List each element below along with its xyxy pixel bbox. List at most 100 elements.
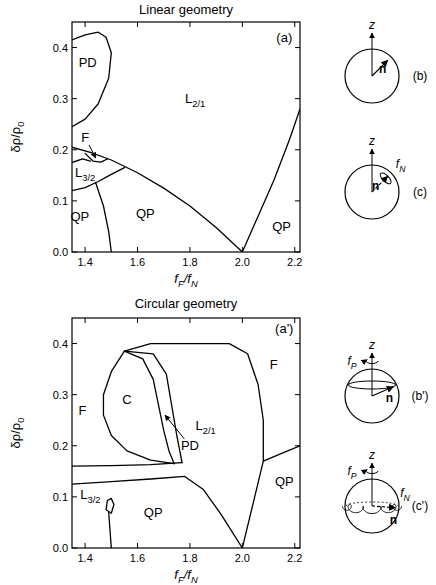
y-tick (72, 343, 77, 344)
region-label: QP (136, 206, 155, 221)
n-label: n (372, 179, 379, 193)
x-tick-label: 2.0 (235, 256, 250, 268)
region-label-part: 2/1 (192, 99, 205, 109)
region-label-part: 3/2 (82, 173, 95, 183)
phase-boundary (103, 351, 174, 463)
fn-label-part: N (399, 164, 406, 174)
y-axis-label-part: δρ/ρ (8, 127, 23, 153)
fp-label: fP (347, 464, 356, 481)
x-tick (85, 22, 86, 27)
annotation-arrow (89, 145, 95, 158)
x-tick (85, 543, 86, 548)
chart-title: Linear geometry (139, 2, 233, 17)
y-axis-label-part: 0 (16, 418, 26, 423)
y-tick-label: 0.1 (53, 195, 68, 207)
y-tick (295, 200, 300, 201)
region-label-part: 3/2 (87, 495, 100, 505)
x-tick (242, 22, 243, 27)
region-label-part: L (185, 91, 192, 106)
region-label: L2/1 (185, 91, 205, 109)
z-label-part: z (368, 134, 375, 148)
y-tick-label: 0.1 (53, 491, 68, 503)
plot-frame (72, 22, 300, 252)
region-label: QP (144, 505, 163, 520)
precession-circle (348, 381, 395, 389)
z-label: z (368, 338, 375, 352)
phase-boundary (72, 463, 182, 467)
x-tick (294, 247, 295, 252)
precession-arrow (366, 360, 378, 364)
x-tick (137, 22, 138, 27)
sphere-diagram: z(b)n (345, 18, 427, 103)
chart-line: Linear geometry1.41.61.82.02.20.00.10.20… (8, 2, 302, 289)
region-label: L2/1 (196, 418, 216, 436)
x-tick (189, 318, 190, 323)
x-tick (294, 318, 295, 323)
region-label-part: 2/1 (203, 426, 216, 436)
y-tick (295, 496, 300, 497)
region-label: QP (70, 209, 89, 224)
z-label: z (368, 448, 375, 462)
nutation-loop (378, 171, 392, 185)
region-label-part: L (75, 165, 82, 180)
y-tick (72, 394, 77, 395)
y-tick (72, 47, 77, 48)
phase-boundary (72, 32, 111, 127)
annotation-arrow (165, 415, 184, 439)
y-tick-label: 0.3 (53, 93, 68, 105)
region-label: L3/2 (75, 165, 95, 183)
y-tick (72, 496, 77, 497)
y-tick-label: 0.0 (53, 246, 68, 258)
x-tick-label: 2.0 (235, 552, 250, 564)
x-tick-label: 1.8 (182, 256, 197, 268)
z-label-part: z (368, 338, 375, 352)
y-tick (72, 445, 77, 446)
y-axis-label-part: 0 (16, 122, 26, 127)
x-tick (294, 543, 295, 548)
panel-label-part: (c') (412, 499, 428, 513)
fp-label-part: P (351, 471, 357, 481)
fn-label-part: N (404, 493, 411, 503)
n-vector (372, 506, 395, 508)
n-label-part: n (372, 179, 379, 193)
y-axis-label: δρ/ρ0 (8, 122, 26, 153)
fn-label: fN (400, 486, 410, 503)
fp-label: fP (347, 354, 356, 371)
x-tick-label: 1.8 (182, 552, 197, 564)
y-tick (295, 394, 300, 395)
region-label: C (122, 392, 131, 407)
region-label-part: F (81, 130, 89, 145)
phase-boundary (72, 476, 242, 548)
y-tick-label: 0.3 (53, 389, 68, 401)
z-label-part: z (368, 448, 375, 462)
phase-boundary (109, 512, 112, 548)
x-tick-label: 2.2 (287, 552, 302, 564)
n-label-part: n (390, 513, 397, 527)
precession-arrow (366, 470, 378, 474)
region-label-part: QP (136, 206, 155, 221)
sphere-diagram: z (b') fP n (345, 338, 428, 423)
x-tick (85, 247, 86, 252)
n-label-part: n (386, 391, 393, 405)
y-tick-label: 0.0 (53, 542, 68, 554)
sphere-diagram: z (c') fP fNn (342, 448, 428, 533)
x-axis-label-part: N (191, 279, 198, 289)
x-tick (85, 318, 86, 323)
n-label-part: n (379, 62, 386, 76)
panel-label: (c) (413, 185, 427, 199)
phase-boundary (96, 182, 112, 252)
y-tick (72, 149, 77, 150)
panel-label: (b') (412, 389, 429, 403)
x-axis-label: fF/fN (174, 567, 198, 585)
x-axis-label-part: N (191, 575, 198, 585)
region-label-part: QP (272, 219, 291, 234)
panel-label: (b) (413, 69, 428, 83)
panel-label-part: (b) (413, 69, 428, 83)
n-label: n (390, 513, 397, 527)
region-label-part: F (270, 357, 278, 372)
region-label-part: (a') (275, 321, 293, 336)
y-tick (72, 200, 77, 201)
x-tick-label: 1.4 (77, 552, 92, 564)
phase-boundary (72, 159, 90, 163)
phase-boundary (242, 109, 300, 252)
